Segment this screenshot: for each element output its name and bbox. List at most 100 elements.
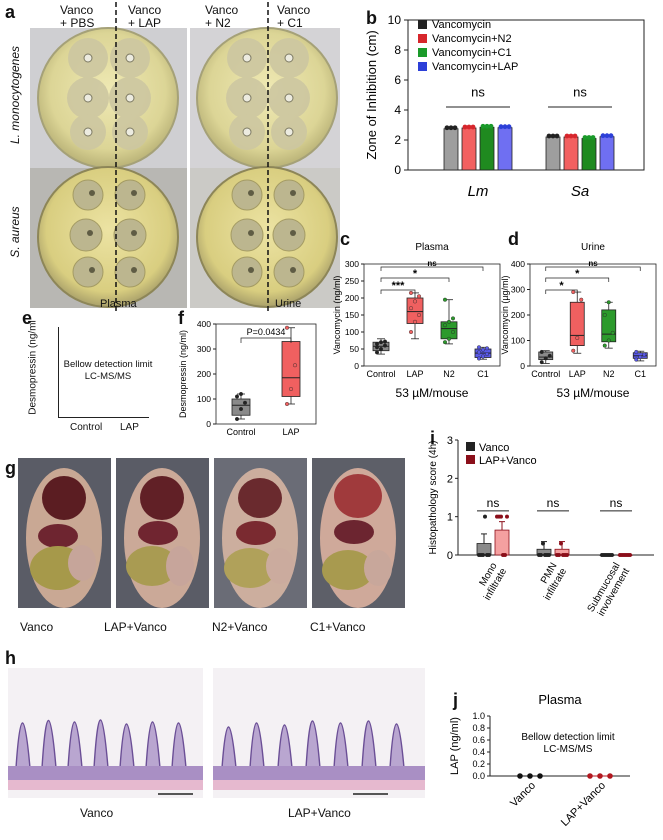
c-point <box>375 350 380 355</box>
b-xtick-label: Sa <box>571 183 589 200</box>
d-xtick-label: LAP <box>569 369 586 379</box>
c-xtick-label: Control <box>366 369 395 379</box>
c-point <box>379 346 384 351</box>
f-ytick-label: 100 <box>197 394 211 404</box>
b-point <box>452 125 458 131</box>
c-sig-label: *** <box>392 280 406 292</box>
b-point <box>564 133 570 139</box>
c-sig-bracket <box>380 277 450 282</box>
b-legend-swatch <box>418 34 427 43</box>
panel-h: Vanco LAP+Vanco <box>0 650 430 840</box>
c-point <box>484 346 489 351</box>
b-xtick-label: Lm <box>468 183 489 200</box>
f-frame <box>215 323 317 425</box>
urine-label: Urine <box>275 298 302 310</box>
i-legend-label: Vanco <box>479 442 509 454</box>
i-point <box>481 553 485 557</box>
photo-c1-vanco <box>312 458 405 608</box>
d-sig-bracket <box>545 289 578 294</box>
d-box <box>569 301 585 346</box>
chart-j: Plasma 0.0 0.2 0.4 0.6 0.8 1.0 LAP (ng/ml) Bello… <box>449 692 630 829</box>
i-point <box>483 514 487 519</box>
panel-letter-d: d <box>508 229 519 249</box>
g-label-n2-vanco: N2+Vanco <box>212 620 268 634</box>
chart-f: 0 100 200 300 400 Desmopressin (ng/ml) Control… <box>178 319 317 437</box>
f-ylabel: Desmopressin (ng/ml) <box>178 330 188 418</box>
h-label-vanco: Vanco <box>80 806 114 820</box>
b-point <box>590 135 596 140</box>
i-ylabel: Histopathology score (4h) <box>428 441 439 555</box>
c-point <box>412 299 417 304</box>
b-bar <box>479 126 495 171</box>
d-point <box>602 312 607 317</box>
i-point <box>628 553 632 557</box>
j-ytick-label: 0.2 <box>472 759 485 769</box>
c-point <box>476 345 481 350</box>
col-label-n2: Vanco + N2 <box>205 3 239 30</box>
c-point <box>379 340 384 345</box>
d-ylabel: Vancomycin (µg/ml) <box>500 275 510 354</box>
b-ylabel: Zone of Inhibition (cm) <box>364 30 379 159</box>
f-sig-bracket <box>240 337 292 343</box>
c-ytick-label: 50 <box>350 344 360 354</box>
c-point <box>412 319 417 324</box>
d-point <box>642 352 647 357</box>
b-legend-swatch <box>418 20 427 29</box>
f-point <box>239 391 244 396</box>
b-point <box>608 133 614 139</box>
plasma-label: Plasma <box>100 298 137 310</box>
panel-letter-c: c <box>340 229 351 249</box>
d-point <box>610 330 615 335</box>
b-point <box>546 133 552 139</box>
i-xtick-label: PMNinfiltrate <box>533 561 570 603</box>
b-bar <box>497 127 513 171</box>
c-point <box>484 352 489 357</box>
d-xtick-label: N2 <box>603 369 615 379</box>
d-xtick-label: C1 <box>634 369 646 379</box>
b-point <box>498 124 504 130</box>
lm-inhibition-zones <box>67 38 310 150</box>
j-ytick-label: 0.4 <box>472 747 485 757</box>
b-point <box>582 135 588 140</box>
j-ytick-label: 0.8 <box>472 723 485 733</box>
j-note-line2: LC-MS/MS <box>544 744 593 755</box>
d-point <box>606 300 611 305</box>
c-point <box>442 297 447 302</box>
sa-inhibition-zones <box>69 179 306 288</box>
f-point <box>235 416 240 421</box>
histology-images <box>8 668 425 798</box>
j-xtick-label: Vanco <box>508 780 538 810</box>
b-bar <box>461 127 477 171</box>
b-bar <box>563 136 579 171</box>
photo-lap-vanco <box>116 458 209 608</box>
b-point <box>572 133 578 139</box>
panel-e: Desmopressin (ng/ml Bellow detection lim… <box>18 312 168 452</box>
c-xtick-label: LAP <box>406 369 423 379</box>
c-footer: 53 µM/mouse <box>396 386 469 400</box>
b-bar <box>599 136 615 171</box>
b-ytick-label: 2 <box>394 133 401 147</box>
b-ytick-label: 8 <box>394 43 401 57</box>
d-point <box>606 338 611 343</box>
d-ytick-label: 300 <box>511 285 525 295</box>
panel-letter-h: h <box>5 648 16 668</box>
col-label-pbs: Vanco + PBS <box>60 3 95 30</box>
f-ytick-label: 200 <box>197 369 211 379</box>
c-sig-bracket <box>380 289 416 294</box>
panel-letter-j: j <box>453 690 459 710</box>
villi-vanco <box>15 719 187 769</box>
b-point <box>554 133 560 139</box>
f-point <box>235 394 240 399</box>
i-ytick-label: 3 <box>447 435 453 447</box>
f-xtick-label: Control <box>226 427 255 437</box>
i-ytick-label: 2 <box>447 473 453 485</box>
c-point <box>446 319 451 324</box>
b-point <box>444 125 450 131</box>
e-note: Bellow detection limit LC-MS/MS <box>53 359 163 383</box>
b-point <box>586 135 592 140</box>
c-ytick-label: 150 <box>345 310 359 320</box>
b-ytick-label: 4 <box>394 103 401 117</box>
c-ytick-label: 300 <box>345 259 359 269</box>
f-point <box>242 400 247 405</box>
